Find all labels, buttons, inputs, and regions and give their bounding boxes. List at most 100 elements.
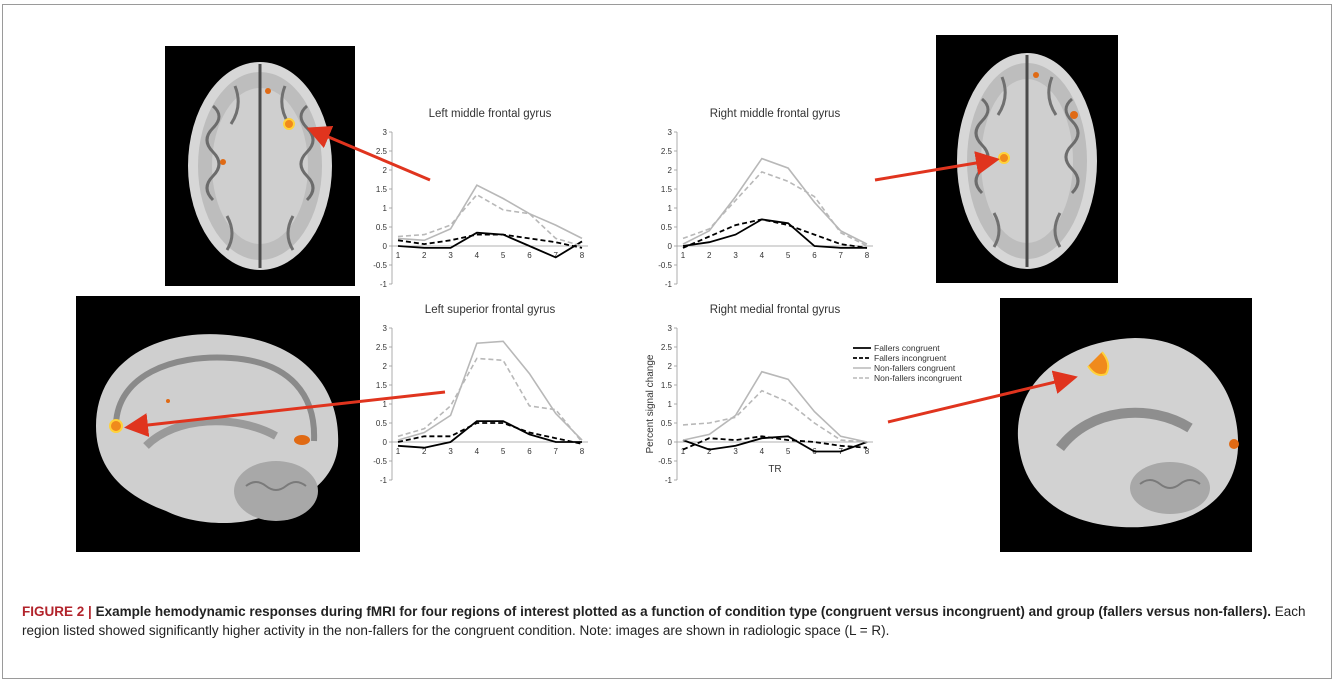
x-tick-label: 5 bbox=[501, 251, 506, 260]
y-tick-label: 0 bbox=[383, 438, 388, 447]
y-tick-label: 0.5 bbox=[376, 223, 388, 232]
x-tick-label: 3 bbox=[448, 251, 453, 260]
chart-title: Right middle frontal gyrus bbox=[709, 108, 841, 120]
y-tick-label: 2 bbox=[383, 166, 388, 175]
arrow-right-medial bbox=[887, 370, 1078, 424]
chart-title: Right medial frontal gyrus bbox=[709, 304, 841, 316]
x-tick-label: 8 bbox=[865, 447, 870, 456]
x-tick-label: 3 bbox=[733, 251, 738, 260]
legend-label: Fallers incongruent bbox=[874, 353, 947, 363]
series-line bbox=[397, 233, 583, 249]
y-tick-label: -0.5 bbox=[658, 261, 672, 270]
y-tick-label: 1 bbox=[668, 204, 673, 213]
chart-svg: 3 2.5 2 1.5 1 0.5 0 -0.5 -1 1 2 3 4 5 6 7 8 bbox=[658, 128, 873, 289]
x-tick-label: 4 bbox=[760, 447, 765, 456]
x-tick-label: 1 bbox=[396, 447, 401, 456]
x-tick-label: 7 bbox=[553, 447, 558, 456]
y-tick-label: -0.5 bbox=[373, 261, 387, 270]
y-tick-label: 2.5 bbox=[376, 147, 388, 156]
brain-sagittal-left bbox=[76, 296, 360, 552]
figure-title: Example hemodynamic responses during fMR… bbox=[95, 604, 1271, 619]
x-tick-label: 3 bbox=[448, 447, 453, 456]
y-tick-label: -1 bbox=[665, 280, 673, 289]
x-tick-label: 4 bbox=[475, 447, 480, 456]
y-tick-label: 0.5 bbox=[661, 419, 673, 428]
y-tick-label: 0 bbox=[668, 242, 673, 251]
chart-right-middle-frontal: Right middle frontal gyrus 3 2.5 2 1.5 1 0.5 0… bbox=[655, 108, 895, 300]
y-tick-label: -0.5 bbox=[373, 457, 387, 466]
series-line bbox=[682, 170, 868, 247]
y-tick-label: -1 bbox=[665, 476, 673, 485]
y-tick-label: 1.5 bbox=[661, 185, 673, 194]
chart-right-medial-frontal: Right medial frontal gyrus 3 2.5 2 1.5 1 0.5 0… bbox=[645, 304, 995, 506]
x-tick-label: 7 bbox=[838, 251, 843, 260]
x-tick-label: 3 bbox=[733, 447, 738, 456]
chart-svg: 3 2.5 2 1.5 1 0.5 0 -0.5 -1 1 2 3 4 5 6 7 8 bbox=[373, 128, 588, 289]
y-tick-label: 2 bbox=[383, 362, 388, 371]
brain-sagittal-right bbox=[1000, 298, 1252, 552]
series-line bbox=[397, 357, 583, 443]
chart-left-middle-frontal: Left middle frontal gyrus 3 2.5 2 1.5 1 0.5 0 -… bbox=[370, 108, 610, 300]
y-tick-label: 0.5 bbox=[376, 419, 388, 428]
y-tick-label: 0 bbox=[668, 438, 673, 447]
figure-label: FIGURE 2 | bbox=[22, 604, 92, 619]
y-tick-label: 1 bbox=[383, 204, 388, 213]
chart-title: Left middle frontal gyrus bbox=[428, 108, 552, 120]
x-tick-label: 4 bbox=[760, 251, 765, 260]
y-tick-label: 0 bbox=[383, 242, 388, 251]
y-tick-label: 1.5 bbox=[376, 381, 388, 390]
x-tick-label: 5 bbox=[786, 251, 791, 260]
series-line bbox=[397, 420, 582, 449]
x-tick-label: 2 bbox=[422, 251, 427, 260]
legend-label: Fallers congruent bbox=[874, 343, 940, 353]
series-line bbox=[682, 435, 868, 453]
y-axis-title: Percent signal change bbox=[645, 354, 656, 453]
x-tick-label: 6 bbox=[527, 251, 532, 260]
y-tick-label: 1.5 bbox=[376, 185, 388, 194]
chart-left-superior-frontal: Left superior frontal gyrus 3 2.5 2 1.5 1 0.5… bbox=[370, 304, 610, 496]
x-axis-title: TR bbox=[768, 464, 781, 475]
arrow-left-middle bbox=[306, 125, 431, 182]
x-tick-label: 8 bbox=[865, 251, 870, 260]
series-line bbox=[682, 218, 867, 249]
y-tick-label: 2 bbox=[668, 166, 673, 175]
x-tick-label: 4 bbox=[475, 251, 480, 260]
chart-svg: 3 2.5 2 1.5 1 0.5 0 -0.5 -1 1 2 3 4 5 6 7 8 bbox=[373, 324, 588, 485]
series-line bbox=[397, 340, 583, 441]
x-tick-label: 5 bbox=[501, 447, 506, 456]
figure-caption: FIGURE 2 | Example hemodynamic responses… bbox=[22, 602, 1312, 640]
x-tick-label: 8 bbox=[580, 251, 585, 260]
y-tick-label: 3 bbox=[383, 128, 388, 137]
brain-axial-right bbox=[936, 35, 1118, 283]
y-tick-label: 3 bbox=[383, 324, 388, 333]
figure-frame bbox=[2, 4, 1332, 679]
y-tick-label: 2 bbox=[668, 362, 673, 371]
series-line bbox=[397, 231, 583, 259]
y-tick-label: 1 bbox=[668, 400, 673, 409]
series-line bbox=[682, 218, 868, 249]
y-tick-label: 0.5 bbox=[661, 223, 673, 232]
chart-title: Left superior frontal gyrus bbox=[424, 304, 556, 316]
arrow-left-superior bbox=[124, 390, 446, 437]
legend-label: Non-fallers incongruent bbox=[874, 373, 963, 383]
y-tick-label: 3 bbox=[668, 128, 673, 137]
legend-label: Non-fallers congruent bbox=[874, 363, 956, 373]
y-tick-label: 1 bbox=[383, 400, 388, 409]
y-tick-label: 1.5 bbox=[661, 381, 673, 390]
x-tick-label: 1 bbox=[681, 447, 686, 456]
x-tick-label: 6 bbox=[527, 447, 532, 456]
series-line bbox=[682, 435, 868, 451]
figure-body: Each region listed showed significantly … bbox=[22, 604, 1306, 638]
y-tick-label: -0.5 bbox=[658, 457, 672, 466]
x-tick-label: 8 bbox=[580, 447, 585, 456]
y-tick-label: 3 bbox=[668, 324, 673, 333]
y-tick-label: 2.5 bbox=[661, 147, 673, 156]
x-tick-label: 1 bbox=[396, 251, 401, 260]
y-tick-label: -1 bbox=[380, 476, 388, 485]
x-tick-label: 2 bbox=[707, 251, 712, 260]
arrow-right-middle bbox=[874, 151, 1000, 182]
series-line bbox=[682, 389, 868, 443]
x-tick-label: 7 bbox=[553, 251, 558, 260]
